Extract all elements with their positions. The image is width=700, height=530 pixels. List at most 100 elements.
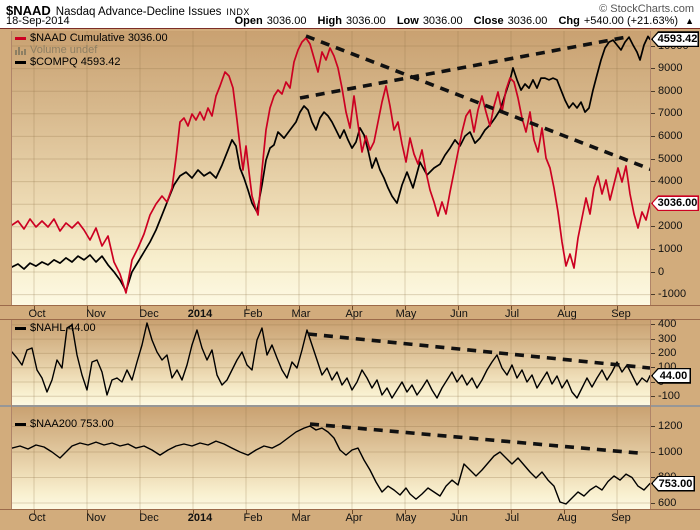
y-axis-tick-mark — [651, 45, 655, 47]
naa200-line-marker-icon — [15, 422, 26, 426]
y-axis-tick-mark — [651, 381, 655, 383]
naa-panel-bottom-border — [0, 509, 700, 510]
y-axis-tick-mark — [651, 324, 655, 326]
y-axis-tick-label: -1000 — [658, 288, 687, 301]
x-axis-month-label: May — [395, 512, 417, 524]
quote-row: 18-Sep-2014 Open 3036.00 High 3036.00 Low 3… — [6, 15, 694, 28]
x-axis-month-label: Oct — [28, 308, 46, 320]
legend-item-compq: $COMPQ 4593.42 — [15, 56, 168, 68]
x-axis-month-label: 2014 — [187, 512, 213, 524]
y-axis-tick-mark — [651, 477, 655, 478]
x-axis-month-label: Dec — [139, 308, 159, 320]
x-axis-month-label: May — [395, 308, 417, 320]
legend-nahl-label: $NAHL 44.00 — [30, 322, 96, 334]
legend-naa200-label: $NAA200 753.00 — [30, 418, 114, 430]
y-axis-tick-mark — [651, 294, 655, 296]
x-axis-tick-mark — [511, 510, 512, 514]
x-axis-tick-mark — [564, 510, 565, 514]
series-line-naadcumulative — [12, 37, 650, 294]
x-axis-tick-mark — [352, 306, 353, 310]
x-axis-tick-mark — [617, 306, 618, 310]
y-axis-tick-mark — [651, 113, 655, 115]
y-axis-tick-mark — [651, 181, 655, 183]
title-row: $NAAD Nasdaq Advance-Decline Issues INDX ©… — [6, 2, 694, 18]
main-legend: $NAAD Cumulative 3036.00 Volume undef $C… — [15, 32, 168, 68]
y-axis-tick-mark — [651, 352, 655, 354]
y-axis-tick-mark — [651, 90, 655, 92]
y-axis-tick-label: 6000 — [658, 129, 683, 142]
header-divider — [0, 28, 700, 29]
x-axis-month-label: Nov — [86, 308, 106, 320]
y-axis-tick-label: 1000 — [658, 242, 683, 255]
y-axis-tick-label: 600 — [658, 496, 677, 509]
y-axis-tick-label: 1000 — [658, 445, 683, 458]
y-axis-tick-mark — [651, 68, 655, 70]
panel-main-plot — [12, 31, 650, 305]
x-axis-tick-mark — [299, 510, 300, 514]
price-tag-naad: 3036.00 — [651, 195, 699, 212]
y-axis-tick-mark — [651, 338, 655, 340]
up-arrow-icon: ▲ — [685, 16, 694, 26]
copyright: © StockCharts.com — [599, 3, 694, 15]
y-axis-tick-mark — [651, 367, 655, 369]
quote-summary: Open 3036.00 High 3036.00 Low 3036.00 Close… — [235, 15, 694, 27]
y-axis-tick-mark — [651, 226, 655, 228]
x-axis-tick-mark — [405, 306, 406, 310]
x-axis-month-label: Apr — [345, 512, 363, 524]
close-label: Close — [473, 15, 504, 27]
x-axis-tick-mark — [617, 510, 618, 514]
y-axis-tick-label: 1200 — [658, 420, 683, 433]
x-axis-tick-mark — [458, 510, 459, 514]
price-tag-compq: 4593.42 — [651, 31, 699, 48]
main-chart-canvas — [12, 31, 650, 305]
y-axis-tick-label: 2000 — [658, 220, 683, 233]
main-right-border — [650, 31, 651, 305]
x-axis-tick-mark — [405, 510, 406, 514]
chg-value: +540.00 (+21.63%) — [583, 15, 679, 27]
y-axis-tick-label: 9000 — [658, 62, 683, 75]
naa200-chart-canvas — [12, 406, 650, 509]
low-label: Low — [396, 15, 419, 27]
x-axis-tick-mark — [193, 306, 194, 310]
x-axis-tick-mark — [352, 510, 353, 514]
panel-separator — [0, 405, 700, 407]
price-tag-compq-value: 4593.42 — [652, 32, 698, 46]
x-axis-tick-mark — [246, 306, 247, 310]
price-tag-naa200: 753.00 — [651, 475, 695, 492]
x-axis-tick-mark — [87, 306, 88, 310]
x-axis-month-label: 2014 — [187, 308, 213, 320]
y-axis-tick-label: 400 — [658, 318, 677, 331]
symbol: $NAAD — [6, 3, 51, 18]
nahl-chart-canvas — [12, 320, 650, 406]
x-axis-tick-mark — [140, 510, 141, 514]
y-axis-tick-mark — [651, 451, 655, 453]
main-left-border — [11, 31, 12, 305]
lower-right-border — [650, 320, 651, 509]
x-axis-tick-mark — [511, 306, 512, 310]
y-axis-tick-label: -100 — [658, 389, 681, 402]
x-axis-month-label: Oct — [28, 512, 46, 524]
trendline-dashed — [299, 35, 628, 100]
chart-body: $NAAD Cumulative 3036.00 Volume undef $C… — [0, 29, 700, 530]
nahl-legend: $NAHL 44.00 — [15, 322, 96, 334]
chg-label: Chg — [558, 15, 580, 27]
nahl-panel-top-border — [0, 319, 700, 320]
panel-naa-plot — [12, 406, 650, 509]
x-axis-tick-mark — [299, 306, 300, 310]
series-line-compq — [12, 35, 650, 292]
y-axis-tick-label: 7000 — [658, 107, 683, 120]
nahl-line-marker-icon — [15, 326, 26, 330]
price-tag-naad-value: 3036.00 — [652, 196, 698, 210]
series-line-nahl — [12, 322, 650, 399]
y-axis-tick-mark — [651, 135, 655, 137]
x-axis-month-label: Jun — [450, 308, 468, 320]
y-axis-tick-label: 8000 — [658, 84, 683, 97]
y-axis-tick-mark — [651, 271, 655, 273]
legend-naad-label: $NAAD Cumulative 3036.00 — [30, 32, 168, 44]
x-axis-tick-mark — [34, 510, 35, 514]
legend-item-volume: Volume undef — [15, 44, 168, 56]
panel-nahl-plot — [12, 320, 650, 406]
volume-bars-icon — [15, 46, 26, 55]
price-tag-nahl: 44.00 — [651, 367, 691, 384]
y-axis-tick-label: 0 — [658, 265, 665, 278]
